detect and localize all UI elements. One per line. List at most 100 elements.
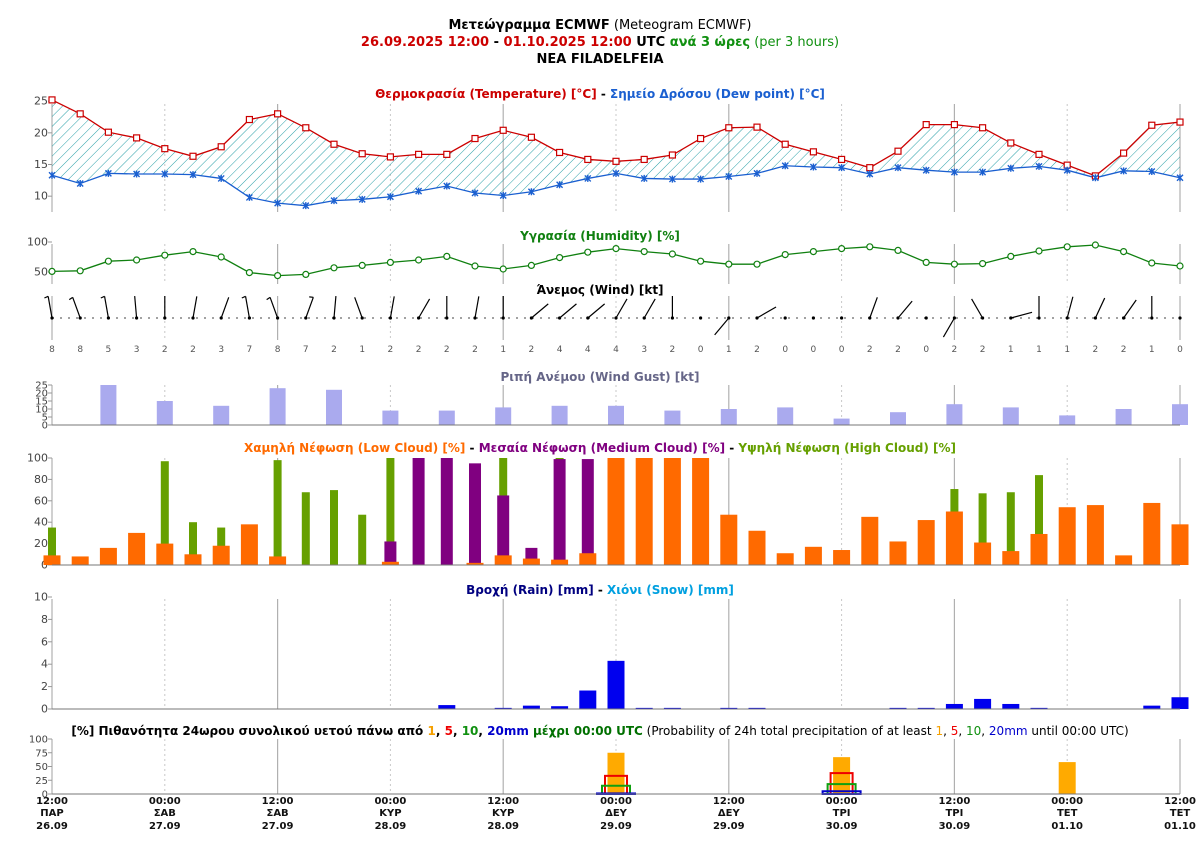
temperature-point bbox=[471, 134, 479, 143]
gust-bar bbox=[1115, 409, 1132, 425]
wind-speed-label: 2 bbox=[670, 345, 676, 355]
gust-bar bbox=[890, 412, 906, 425]
wind-barb bbox=[756, 306, 777, 319]
dewpoint-point bbox=[950, 168, 958, 176]
rain-bar bbox=[889, 707, 907, 709]
low-cloud-bar bbox=[494, 555, 512, 565]
probability-title-part: 1 bbox=[427, 724, 435, 738]
rain-bar bbox=[720, 707, 738, 709]
x-axis-time-label: 00:00 bbox=[826, 796, 858, 807]
wind-speed-label: 2 bbox=[1121, 345, 1127, 355]
wind-barb bbox=[1010, 311, 1033, 319]
dewpoint-point bbox=[584, 174, 592, 182]
wind-speed-label: 2 bbox=[529, 345, 535, 355]
low-cloud-bar bbox=[804, 546, 822, 565]
wind-speed-label: 2 bbox=[416, 345, 422, 355]
wind-speed-label: 4 bbox=[613, 345, 619, 355]
x-axis-date-label: 01.10 bbox=[1164, 821, 1196, 832]
low-cloud-bar bbox=[99, 547, 117, 565]
low-cloud-bar bbox=[466, 562, 484, 565]
humidity-point bbox=[1091, 241, 1100, 249]
wind-speed-label: 2 bbox=[190, 345, 196, 355]
low-cloud-bar bbox=[212, 545, 230, 565]
x-axis-time-label: 00:00 bbox=[600, 796, 632, 807]
temperature-ytick: 25 bbox=[34, 95, 48, 108]
x-axis-day-label: ΤΕΤ bbox=[1057, 808, 1078, 819]
probability-title-part: 10 bbox=[966, 724, 981, 738]
dewpoint-point bbox=[302, 202, 310, 210]
humidity-point bbox=[104, 257, 113, 265]
title-rest: (Meteogram ECMWF) bbox=[609, 18, 752, 33]
wind-barb bbox=[869, 297, 878, 319]
temperature-point bbox=[584, 155, 592, 164]
location-name: NEA FILADELFEIA bbox=[536, 52, 664, 67]
rain-bar bbox=[663, 707, 681, 709]
humidity-point bbox=[443, 252, 451, 260]
wind-calm-dot bbox=[783, 316, 787, 320]
humidity-point bbox=[358, 261, 366, 269]
medium-cloud-bar bbox=[469, 463, 481, 565]
humidity-point bbox=[555, 254, 564, 262]
dewpoint-point bbox=[922, 166, 930, 174]
clouds-ytick: 20 bbox=[34, 537, 48, 550]
range-line: 26.09.2025 12:00 - 01.10.2025 12:00 UTC … bbox=[0, 34, 1200, 51]
temperature-point bbox=[978, 124, 987, 132]
dewpoint-point bbox=[1176, 174, 1184, 182]
probability-ytick: 75 bbox=[35, 748, 48, 759]
temperature-point bbox=[104, 128, 113, 136]
probability-ytick: 50 bbox=[35, 762, 48, 773]
low-cloud-bar bbox=[156, 543, 174, 565]
wind-speed-label: 5 bbox=[106, 345, 112, 355]
temperature-point bbox=[358, 150, 366, 158]
humidity-point bbox=[1007, 252, 1015, 260]
temperature-point bbox=[76, 110, 84, 118]
wind-speed-label: 7 bbox=[247, 345, 253, 355]
wind-speed-label: 1 bbox=[1008, 345, 1014, 355]
x-axis-time-label: 12:00 bbox=[1164, 796, 1196, 807]
temperature-title-part: Σημείο Δρόσου (Dew point) [°C] bbox=[610, 87, 825, 101]
temperature-title-part: - bbox=[597, 87, 610, 101]
x-axis-date-label: 28.09 bbox=[487, 821, 519, 832]
gust-bar bbox=[777, 407, 794, 425]
wind-speed-label: 2 bbox=[895, 345, 901, 355]
x-axis-time-label: 00:00 bbox=[1051, 796, 1083, 807]
low-cloud-bar bbox=[551, 559, 569, 565]
probability-title-part: 20mm bbox=[989, 724, 1028, 738]
rain-bar bbox=[579, 690, 597, 709]
temperature-point bbox=[809, 148, 818, 156]
gust-ytick: 10 bbox=[35, 405, 48, 416]
clouds-title-part: Μεσαία Νέφωση (Medium Cloud) [%] bbox=[479, 441, 725, 455]
gust-bar bbox=[326, 389, 342, 425]
low-cloud-bar bbox=[1002, 551, 1020, 565]
humidity-ytick: 50 bbox=[34, 266, 48, 279]
humidity-point bbox=[415, 256, 423, 264]
dewpoint-point bbox=[499, 192, 507, 200]
humidity-point bbox=[978, 260, 987, 268]
range-start: 26.09.2025 12:00 bbox=[360, 35, 490, 50]
x-axis-day-label: ΣΑΒ bbox=[154, 808, 176, 819]
temperature-point bbox=[1176, 118, 1184, 126]
x-axis-date-label: 29.09 bbox=[600, 821, 632, 832]
wind-barb bbox=[897, 300, 913, 319]
temperature-point bbox=[386, 153, 394, 161]
temperature-point bbox=[696, 134, 705, 143]
gust-bar bbox=[269, 388, 286, 425]
wind-speed-label: 3 bbox=[134, 345, 140, 355]
probability-p1-bar bbox=[833, 757, 851, 794]
probability-title-part: , bbox=[453, 724, 462, 738]
x-axis-day-label: ΤΕΤ bbox=[1170, 808, 1191, 819]
dewpoint-point bbox=[753, 169, 761, 177]
humidity-point bbox=[668, 250, 677, 258]
low-cloud-bar bbox=[974, 542, 992, 565]
x-axis-day-label: ΚΥΡ bbox=[492, 808, 514, 819]
rain-bar bbox=[494, 707, 512, 709]
wind-barb bbox=[103, 296, 109, 319]
x-axis-date-label: 27.09 bbox=[262, 821, 294, 832]
wind-barb bbox=[474, 296, 480, 319]
wind-speed-label: 7 bbox=[303, 345, 309, 355]
rain-bar bbox=[945, 703, 963, 709]
humidity-point bbox=[922, 258, 930, 266]
wind-calm-dot bbox=[840, 316, 844, 320]
probability-title-part: until 00:00 UTC) bbox=[1028, 724, 1129, 738]
dewpoint-point bbox=[1007, 164, 1015, 172]
